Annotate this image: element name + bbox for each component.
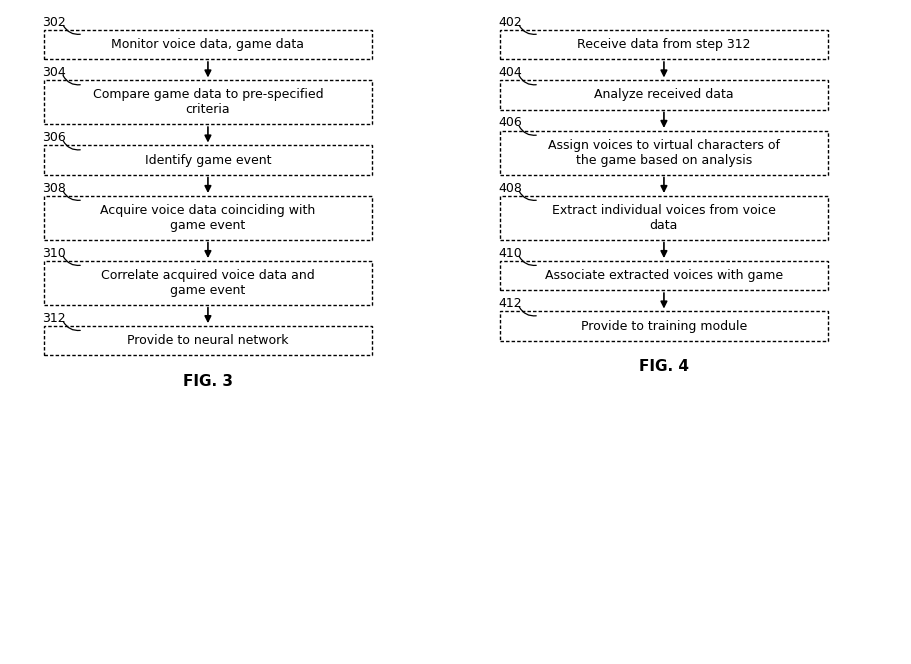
FancyBboxPatch shape [44,261,372,305]
Text: Receive data from step 312: Receive data from step 312 [577,38,750,51]
FancyBboxPatch shape [44,145,372,175]
Text: 308: 308 [42,181,66,195]
Text: 402: 402 [497,15,521,29]
FancyBboxPatch shape [44,326,372,355]
Text: 306: 306 [42,131,66,144]
Text: FIG. 4: FIG. 4 [639,359,688,374]
FancyBboxPatch shape [44,80,372,124]
Text: 410: 410 [497,246,521,260]
Text: FIG. 3: FIG. 3 [183,374,232,389]
FancyBboxPatch shape [499,30,827,59]
FancyBboxPatch shape [499,196,827,240]
Text: Assign voices to virtual characters of
the game based on analysis: Assign voices to virtual characters of t… [548,139,779,167]
Text: 408: 408 [497,181,521,195]
Text: 310: 310 [42,246,66,260]
Text: 312: 312 [42,311,66,325]
Text: 304: 304 [42,66,66,79]
Text: Provide to neural network: Provide to neural network [127,334,289,347]
FancyBboxPatch shape [499,80,827,110]
FancyBboxPatch shape [44,30,372,59]
Text: Provide to training module: Provide to training module [580,319,746,333]
FancyBboxPatch shape [499,261,827,290]
Text: 412: 412 [497,297,521,310]
FancyBboxPatch shape [44,196,372,240]
Text: Correlate acquired voice data and
game event: Correlate acquired voice data and game e… [101,269,314,297]
Text: 404: 404 [497,66,521,79]
FancyBboxPatch shape [499,131,827,175]
Text: Compare game data to pre-specified
criteria: Compare game data to pre-specified crite… [93,88,322,116]
Text: Acquire voice data coinciding with
game event: Acquire voice data coinciding with game … [100,204,315,232]
Text: 406: 406 [497,116,521,129]
Text: 302: 302 [42,15,66,29]
Text: Identify game event: Identify game event [145,153,271,167]
FancyBboxPatch shape [499,311,827,341]
Text: Analyze received data: Analyze received data [593,88,733,102]
Text: Extract individual voices from voice
data: Extract individual voices from voice dat… [551,204,775,232]
Text: Monitor voice data, game data: Monitor voice data, game data [111,38,304,51]
Text: Associate extracted voices with game: Associate extracted voices with game [544,269,783,282]
